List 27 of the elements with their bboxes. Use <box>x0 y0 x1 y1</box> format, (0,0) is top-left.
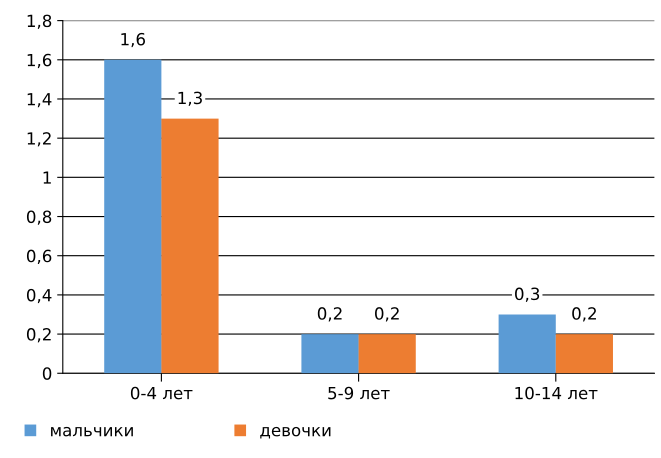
x-tick-label: 0-4 лет <box>130 386 192 400</box>
x-tick-label: 10-14 лет <box>515 386 598 400</box>
bar <box>161 118 219 374</box>
bar <box>556 334 613 374</box>
y-tick-label: 0 <box>42 367 52 380</box>
bar <box>104 60 162 374</box>
y-tick-label: 0,6 <box>26 250 52 264</box>
y-tick-label: 0,4 <box>26 288 52 304</box>
y-tick-label: 1,6 <box>28 54 52 68</box>
data-label: 0,3 <box>515 288 540 302</box>
legend-label: мальчики <box>51 426 133 436</box>
y-tick-label: 1 <box>44 172 51 184</box>
data-label: 0,2 <box>375 307 399 322</box>
bar <box>358 334 416 374</box>
data-label: 1,6 <box>121 32 146 48</box>
data-label: 1,3 <box>178 92 202 106</box>
bar <box>498 314 556 374</box>
y-tick-label: 0,8 <box>26 210 52 225</box>
y-tick-label: 1,4 <box>28 93 52 108</box>
bar <box>301 334 359 374</box>
data-label: 0,2 <box>318 307 342 322</box>
y-tick-label: 1,8 <box>28 14 52 29</box>
x-tick-label: 5-9 лет <box>328 386 390 400</box>
y-tick-label: 1,2 <box>28 132 51 146</box>
legend-label: девочки <box>260 426 330 438</box>
y-tick-label: 0,2 <box>26 328 51 342</box>
data-label: 0,2 <box>572 307 596 322</box>
